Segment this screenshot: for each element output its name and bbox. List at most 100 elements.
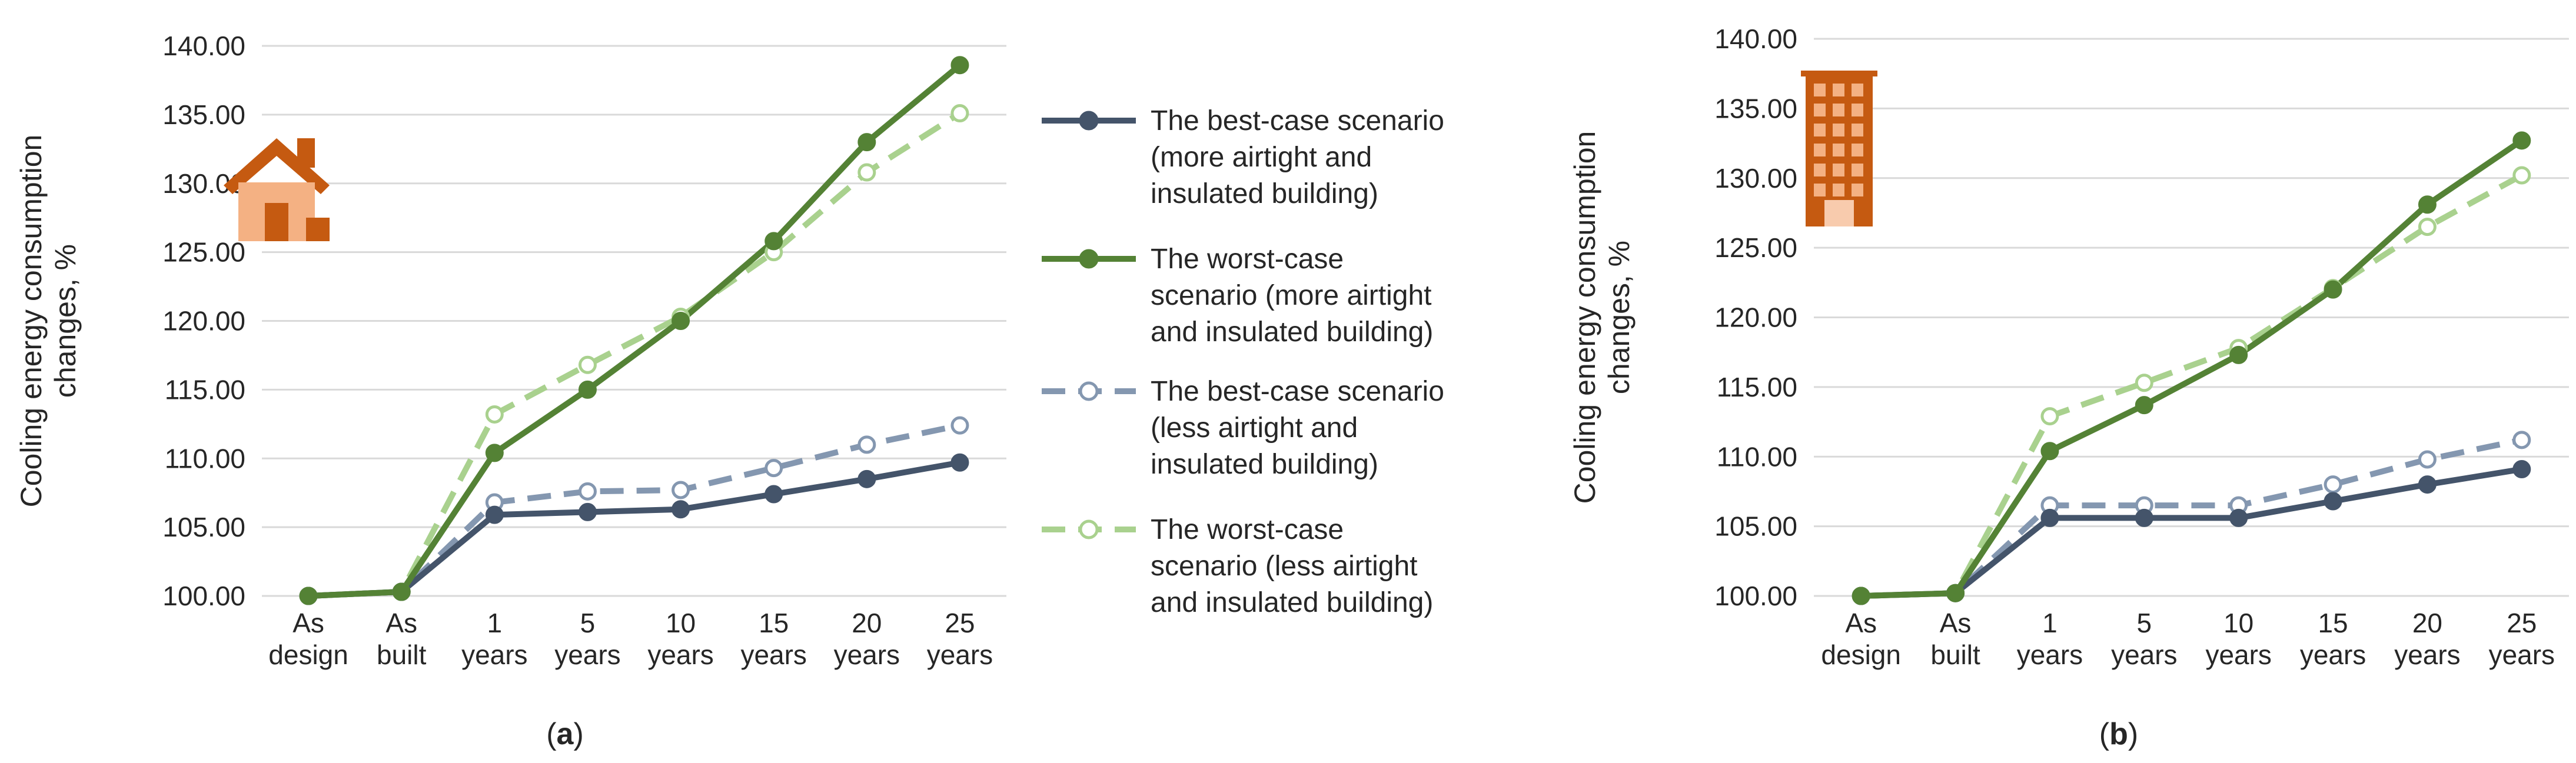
data-point-worst_more (2040, 442, 2059, 461)
x-tick-label-line: 25 (945, 608, 975, 638)
legend-swatch-marker (1079, 111, 1099, 131)
data-point-worst_more (950, 56, 969, 75)
data-point-worst_less (2040, 407, 2059, 426)
x-tick-label-line: years (2489, 639, 2555, 670)
legend-label: The best-case scenario (more airtight and… (1151, 105, 1444, 209)
legend-label-line: scenario (less airtight (1151, 551, 1418, 582)
legend: The best-case scenario (more airtight and… (1042, 105, 1444, 618)
legend-label-line: insulated building) (1151, 449, 1378, 480)
legend-item-worst_less: The worst-case scenario (less airtight and… (1042, 514, 1433, 618)
panel-label-part: a (557, 717, 574, 751)
panel-label-part: ) (573, 717, 583, 751)
x-tick-label-line: 5 (2137, 608, 2152, 638)
series-line-worst_less (308, 111, 962, 599)
x-tick-label-line: 1 (2042, 608, 2058, 638)
x-tick-label-line: years (647, 639, 713, 670)
data-point-worst_less (578, 355, 597, 374)
legend-label: The best-case scenario (less airtight and… (1151, 376, 1444, 480)
data-point-worst_less (857, 163, 876, 182)
y-tick-label: 120.00 (1714, 302, 1797, 333)
legend-swatch-marker (1079, 249, 1099, 269)
data-point-best_less (765, 459, 783, 478)
x-tick-label-line: 10 (2223, 608, 2253, 638)
x-tick-label-line: As (1845, 608, 1877, 638)
y-tick-label: 125.00 (1714, 232, 1797, 263)
x-tick-label: 5 years (2111, 608, 2177, 670)
legend-label-line: The best-case scenario (1151, 376, 1444, 407)
data-point-worst_more (392, 582, 411, 601)
data-point-best_more (2324, 492, 2342, 511)
panel-label: (b) (2099, 717, 2138, 751)
data-point-worst_more (672, 312, 690, 330)
data-point-best_less (2418, 450, 2437, 469)
series-line-worst_more (308, 62, 962, 599)
x-tick-label-line: 5 (580, 608, 596, 638)
legend-label-line: and insulated building) (1151, 587, 1433, 618)
series-line-worst_less (1861, 172, 2524, 599)
legend-swatch-marker (1079, 519, 1099, 539)
x-tick-label: As design (268, 608, 348, 670)
x-tick-label-line: years (927, 639, 993, 670)
legend-label-line: and insulated building) (1151, 316, 1433, 348)
y-tick-label: 110.00 (1717, 441, 1797, 472)
y-tick-label: 105.00 (162, 512, 245, 542)
data-point-best_less (2512, 431, 2531, 449)
x-tick-label-line: years (461, 639, 527, 670)
data-point-best_more (672, 500, 690, 519)
data-point-worst_less (2418, 218, 2437, 236)
series-line-worst_more (1861, 138, 2524, 599)
panel-label-part: ) (2128, 717, 2138, 751)
y-axis-label-line: changes, % (49, 244, 82, 398)
y-tick-label: 130.00 (1714, 163, 1797, 194)
y-tick-label: 140.00 (1714, 24, 1797, 54)
data-point-worst_more (1852, 587, 1870, 605)
series-line-best_more (308, 459, 960, 599)
x-tick-label: 25 years (2489, 608, 2555, 670)
x-tick-label: 20 years (834, 608, 900, 670)
data-point-best_more (578, 502, 597, 521)
series-line-best_more (1861, 466, 2522, 599)
y-tick-label: 140.00 (162, 31, 245, 61)
data-point-best_more (2512, 460, 2531, 479)
x-tick-label: 15 years (740, 608, 806, 670)
x-tick-label: As built (1930, 608, 1980, 670)
x-tick-label: 1 years (2017, 608, 2083, 670)
x-tick-label-line: 20 (2412, 608, 2442, 638)
data-point-worst_more (857, 133, 876, 152)
legend-label-line: The worst-case (1151, 514, 1344, 545)
data-point-worst_more (2418, 195, 2437, 214)
x-tick-label-line: 15 (2318, 608, 2348, 638)
chart-panel-b: 100.00 105.00 110.00 115.00 120.00 125.00 130.… (1568, 24, 2569, 751)
x-tick-label-line: years (554, 639, 620, 670)
data-point-best_less (950, 416, 969, 435)
x-tick-label-line: As (1940, 608, 1972, 638)
panel-label: (a) (546, 717, 584, 751)
x-tick-label: 10 years (647, 608, 713, 670)
house-icon (224, 138, 330, 241)
chart-panel-a: 100.00105.00110.00115.00120.00125.00130.… (15, 31, 1006, 751)
data-point-best_less (2324, 475, 2342, 494)
data-point-best_more (2229, 508, 2248, 527)
x-tick-label: 1 years (461, 608, 527, 670)
x-tick-label-line: design (1821, 639, 1901, 670)
panel-label-part: b (2109, 717, 2128, 751)
legend-label: The worst-case scenario (more airtight and… (1151, 244, 1433, 348)
x-tick-label-line: 25 (2507, 608, 2537, 638)
y-tick-label: 120.00 (162, 306, 245, 336)
data-point-best_more (2418, 475, 2437, 494)
x-tick-label-line: 20 (852, 608, 882, 638)
data-point-worst_more (578, 380, 597, 399)
data-point-worst_more (1946, 584, 1965, 602)
y-tick-label: 125.00 (162, 237, 245, 268)
y-tick-label: 115.00 (165, 374, 245, 405)
legend-item-worst_more: The worst-case scenario (more airtight and… (1042, 244, 1433, 348)
y-tick-label: 135.00 (1714, 93, 1797, 124)
data-point-worst_less (2135, 374, 2153, 392)
x-tick-label-line: As (385, 608, 417, 638)
y-axis-label-line: changes, % (1603, 241, 1636, 394)
x-tick-label-line: 15 (759, 608, 789, 638)
y-tick-label: 100.00 (162, 581, 245, 611)
data-point-best_less (857, 435, 876, 454)
panel-label-part: ( (546, 717, 557, 751)
